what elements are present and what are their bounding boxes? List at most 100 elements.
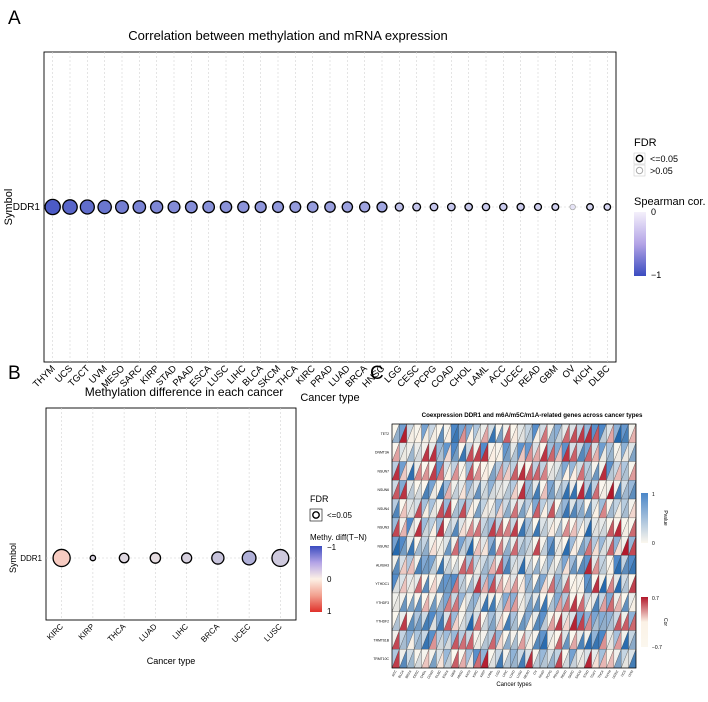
panel-a-fdr-key-box-2	[633, 164, 646, 177]
panel-b-point-ucec	[241, 550, 257, 566]
panel-b-xtick-luad: LUAD	[137, 622, 159, 644]
panel-a-title: Correlation between methylation and mRNA…	[128, 28, 447, 43]
panel-c-col-label-lusc: LUSC	[516, 669, 524, 679]
panel-b-xtick-lihc: LIHC	[171, 622, 190, 641]
panel-c-col-label-meso: MESO	[522, 669, 530, 680]
panel-c: C Coexpression DDR1 and m6A/m5C/m1A-rela…	[370, 363, 668, 688]
panel-b-xtick-lusc: LUSC	[262, 622, 284, 644]
panel-b-fdr-label-sig: <=0.05	[327, 511, 352, 520]
panel-b-fdr-key-sig	[312, 511, 320, 519]
panel-a-letter: A	[8, 8, 21, 29]
panel-a-point-chol	[464, 202, 474, 212]
panel-c-col-label-read: READ	[560, 669, 568, 679]
panel-c-col-label-acc: ACC	[391, 669, 398, 677]
panel-c-row-label-nsun7: NSUN7	[378, 469, 390, 473]
panel-b-xtick-kirc: KIRC	[45, 622, 65, 642]
panel-b-row-label-ddr1: DDR1	[20, 554, 42, 563]
panel-b-gridlines	[61, 408, 281, 620]
panel-b-plot-frame	[45, 407, 297, 621]
panel-c-col-label-gbm: GBM	[450, 669, 457, 678]
panel-a-point-pcpg	[429, 202, 439, 212]
panel-c-row-label-alkbh3: ALKBH3	[376, 563, 389, 567]
panel-b-color-bar	[310, 546, 322, 612]
panel-c-col-label-kich: KICH	[464, 669, 472, 678]
panel-a-color-legend-title: Spearman cor.	[634, 196, 706, 208]
panel-b-title: Methylation difference in each cancer	[85, 385, 284, 399]
panel-c-row-labels: TET2 DNMT3A NSUN7 NSUN6 NSUN4 NSUN3 NSUN2 ALKBH…	[373, 432, 389, 661]
panel-a-point-sarc	[132, 200, 147, 214]
panel-c-col-label-lihc: LIHC	[501, 669, 508, 678]
panel-c-row-label-ythdc1: YTHDC1	[375, 582, 389, 586]
panel-a-point-thym	[44, 198, 61, 216]
panel-a-point-laml	[481, 202, 491, 212]
panel-c-col-label-brca: BRCA	[404, 669, 412, 679]
panel-a-point-ucs	[62, 199, 78, 215]
panel-c-row-label-nsun6: NSUN6	[378, 488, 390, 492]
panel-a-point-ucec	[516, 202, 525, 212]
panel-a-color-tick-0: 0	[651, 207, 656, 217]
panel-a-point-esca	[202, 200, 216, 214]
panel-a-point-tgct	[79, 199, 95, 215]
panel-b-point-brca	[211, 551, 225, 565]
panel-a-point-lusc	[219, 200, 233, 214]
panel-c-col-label-paad: PAAD	[538, 669, 546, 679]
panel-b-xtick-brca: BRCA	[199, 622, 222, 645]
panel-c-cor-color-bar	[641, 597, 648, 647]
panel-c-col-label-ucec: UCEC	[611, 669, 619, 679]
panel-b-color-tick-1: 1	[327, 607, 332, 616]
panel-c-col-label-kirp: KIRP	[479, 670, 486, 678]
panel-a-row-label-ddr1: DDR1	[13, 202, 41, 213]
panel-a-point-brca	[358, 201, 371, 213]
panel-b-xlabel: Cancer type	[147, 656, 196, 666]
panel-c-col-label-skcm: SKCM	[574, 669, 582, 679]
panel-a-ylabel: Symbol	[3, 189, 15, 226]
panel-a-color-tick-neg1: −1	[651, 270, 661, 280]
panel-c-pvalue-tick-0: 0	[652, 541, 655, 547]
panel-c-col-label-ucs: UCS	[620, 670, 627, 678]
panel-a-point-thca	[289, 201, 302, 213]
panel-b-point-lusc	[271, 548, 290, 568]
panel-b-points	[52, 548, 290, 568]
panel-c-col-label-stad: STAD	[582, 669, 590, 679]
panel-c-row-label-trmt10c: TRMT10C	[373, 657, 389, 661]
panel-a-point-dlbc	[603, 203, 612, 211]
panel-a-point-acc	[499, 202, 508, 212]
panel-b-fdr-legend-title: FDR	[310, 494, 329, 504]
panel-c-col-label-thym: THYM	[604, 669, 612, 679]
panel-c-row-label-dnmt3a: DNMT3A	[375, 451, 390, 455]
panel-b-point-lihc	[180, 552, 193, 564]
panel-a-fdr-key-nonsig	[635, 166, 644, 175]
panel-c-col-label-pcpg: PCPG	[545, 669, 553, 679]
panel-a-point-paad	[184, 200, 198, 214]
panel-a-x-tick-labels: THYMUCSTGCTUVMMESOSARCKIRPSTADPAADESCALU…	[31, 363, 613, 391]
panel-c-row-label-ythdf2: YTHDF2	[376, 620, 389, 624]
panel-b-point-thca	[118, 552, 130, 564]
panel-a-point-stad	[167, 200, 181, 214]
panel-a-xtick-gbm: GBM	[537, 363, 560, 386]
panel-a-xlabel: Cancer type	[300, 392, 359, 404]
panel-b-xtick-thca: THCA	[106, 622, 128, 644]
panel-a-fdr-label-nonsig: >0.05	[650, 166, 673, 176]
panel-c-xlabel: Cancer types	[496, 682, 531, 688]
panel-c-cor-tick-pos: 0.7	[652, 596, 659, 602]
panel-c-col-label-chol: CHOL	[419, 669, 427, 679]
panel-a-point-meso	[114, 199, 130, 215]
panel-c-row-label-tet2: TET2	[381, 432, 389, 436]
panel-c-col-label-cesc: CESC	[412, 669, 420, 679]
panel-a-point-gbm	[551, 202, 560, 212]
panel-b-xtick-kirp: KIRP	[77, 622, 97, 642]
panel-b-ylabel: Symbol	[8, 543, 18, 573]
panel-c-col-label-tgct: TGCT	[589, 669, 597, 679]
panel-c-title: Coexpression DDR1 and m6A/m5C/m1A-relate…	[422, 412, 643, 419]
panel-b-point-luad	[149, 552, 162, 564]
panel-c-row-label-ythdf3: YTHDF3	[376, 601, 389, 605]
panel-c-row-label-nsun2: NSUN2	[378, 545, 390, 549]
panel-c-col-label-luad: LUAD	[508, 669, 516, 679]
panel-b-color-legend-title: Methy. diff(T−N)	[310, 533, 367, 542]
panel-c-col-label-ov: OV	[532, 669, 538, 676]
panel-b-point-kirc	[52, 548, 71, 568]
panel-a-point-kich	[586, 203, 594, 211]
panel-b-letter: B	[8, 363, 21, 384]
panel-c-col-label-kirc: KIRC	[472, 669, 480, 678]
panel-c-col-label-esca: ESCA	[442, 669, 450, 679]
